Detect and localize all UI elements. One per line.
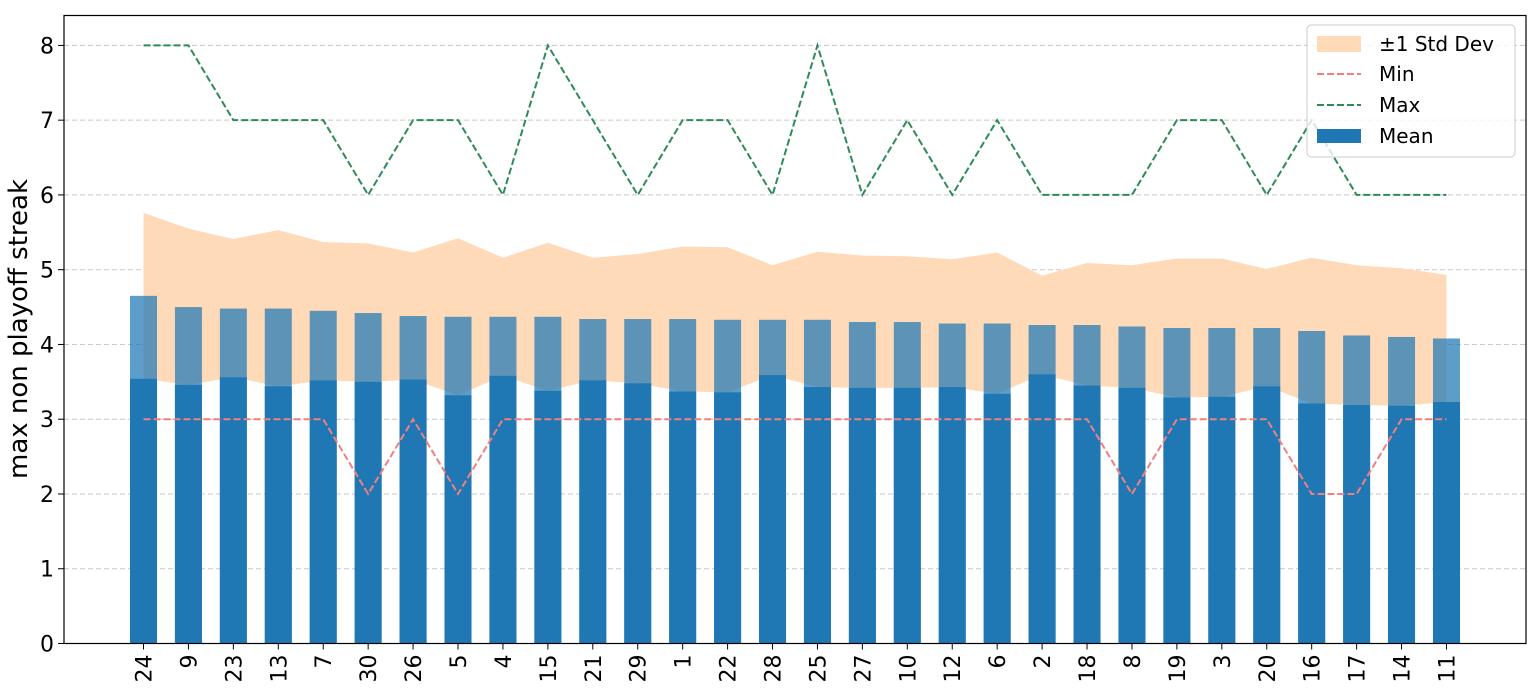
x-tick-label: 29 xyxy=(627,655,652,683)
mean-bar-solid-segment xyxy=(714,392,742,644)
mean-bar-solid-segment xyxy=(669,391,697,644)
x-tick-label: 24 xyxy=(133,655,158,683)
x-tick-label: 1 xyxy=(672,655,697,669)
y-tick-label: 5 xyxy=(40,259,54,284)
mean-bar-solid-segment xyxy=(1343,405,1371,644)
x-tick-label: 25 xyxy=(806,655,831,683)
legend-label-std-dev: ±1 Std Dev xyxy=(1379,32,1494,56)
x-tick-label: 11 xyxy=(1435,655,1460,683)
mean-bar-solid-segment xyxy=(759,375,787,644)
mean-bar-solid-segment xyxy=(1208,396,1236,644)
x-tick-label: 22 xyxy=(717,655,742,683)
mean-bar-solid-segment xyxy=(534,390,562,644)
y-tick-label: 7 xyxy=(40,109,54,134)
mean-bar-solid-segment xyxy=(1163,397,1191,644)
mean-bars xyxy=(130,295,1460,644)
y-tick-label: 3 xyxy=(40,408,54,433)
mean-bar-solid-segment xyxy=(489,375,517,644)
mean-bar-solid-segment xyxy=(264,386,292,644)
legend-label-max: Max xyxy=(1379,93,1421,117)
mean-bar-solid-segment xyxy=(444,395,472,644)
mean-bar-solid-segment xyxy=(399,379,427,644)
x-tick-label: 21 xyxy=(582,655,607,683)
x-tick-label: 18 xyxy=(1076,655,1101,683)
y-axis-title: max non playoff streak xyxy=(4,179,34,479)
mean-bar-solid-segment xyxy=(309,380,337,644)
mean-bar-solid-segment xyxy=(219,377,247,644)
y-tick-label: 8 xyxy=(40,34,54,59)
min-max-lines xyxy=(143,41,1447,496)
x-tick-label: 26 xyxy=(402,655,427,683)
mean-bar-solid-segment xyxy=(174,384,202,644)
x-tick-label: 27 xyxy=(851,655,876,683)
mean-bar-solid-segment xyxy=(938,387,966,644)
x-tick-label: 23 xyxy=(222,655,247,683)
mean-bar-solid-segment xyxy=(1298,403,1326,644)
mean-bar-solid-segment xyxy=(130,378,157,644)
y-tick-label: 4 xyxy=(40,333,54,358)
plot-frame xyxy=(63,14,1527,645)
x-tick-label: 7 xyxy=(312,655,337,669)
legend-label-min: Min xyxy=(1379,62,1415,86)
x-tick-label: 9 xyxy=(177,655,202,669)
x-tick-label: 5 xyxy=(447,655,472,669)
legend-swatch-std-dev xyxy=(1317,36,1361,52)
x-tick-label: 30 xyxy=(357,655,382,683)
mean-bar-solid-segment xyxy=(1073,385,1101,644)
x-tick-label: 19 xyxy=(1166,655,1191,683)
mean-bar-solid-segment xyxy=(1253,386,1281,644)
x-tick-label: 28 xyxy=(762,655,787,683)
x-tick-label: 16 xyxy=(1301,655,1326,683)
mean-bar-solid-segment xyxy=(1118,387,1146,644)
legend-swatch-mean xyxy=(1317,129,1361,143)
mean-bar-solid-segment xyxy=(848,387,876,644)
mean-bar-solid-segment xyxy=(579,380,607,644)
max-line xyxy=(143,41,1447,198)
y-tick-label: 1 xyxy=(40,558,54,583)
x-tick-label: 15 xyxy=(537,655,562,683)
y-axis-ticks: 0 1 2 3 4 5 6 7 8 xyxy=(40,34,64,658)
y-tick-label: 0 xyxy=(40,633,54,658)
x-tick-label: 2 xyxy=(1031,655,1056,669)
x-tick-label: 12 xyxy=(941,655,966,683)
legend-frame xyxy=(1306,24,1516,158)
mean-bar-solid-segment xyxy=(1432,402,1460,644)
x-tick-label: 14 xyxy=(1391,655,1416,683)
mean-bar-solid-segment xyxy=(983,393,1011,644)
x-tick-label: 20 xyxy=(1256,655,1281,683)
x-tick-label: 17 xyxy=(1346,655,1371,683)
min-line xyxy=(143,417,1447,496)
mean-bar-solid-segment xyxy=(1028,374,1056,644)
y-tick-label: 6 xyxy=(40,184,54,209)
mean-bar-solid-segment xyxy=(893,387,921,644)
mean-bar-solid-segment xyxy=(1388,405,1416,644)
mean-bar-solid-segment xyxy=(354,381,382,644)
x-tick-label: 8 xyxy=(1121,655,1146,669)
x-tick-label: 13 xyxy=(267,655,292,683)
legend-label-mean: Mean xyxy=(1379,124,1434,148)
mean-bar-solid-segment xyxy=(624,383,652,644)
x-tick-label: 10 xyxy=(896,655,921,683)
mean-bar-solid-segment xyxy=(803,387,831,644)
x-tick-label: 4 xyxy=(492,655,517,669)
x-tick-label: 6 xyxy=(986,655,1011,669)
y-tick-label: 2 xyxy=(40,483,54,508)
legend: ±1 Std Dev Min Max Mean xyxy=(1306,24,1516,158)
x-axis-ticks: 24 9 23 13 7 30 26 5 4 15 21 29 1 22 28 25 27 10 12 6 2 18 8 19… xyxy=(133,643,1460,683)
x-tick-label: 3 xyxy=(1211,655,1236,669)
